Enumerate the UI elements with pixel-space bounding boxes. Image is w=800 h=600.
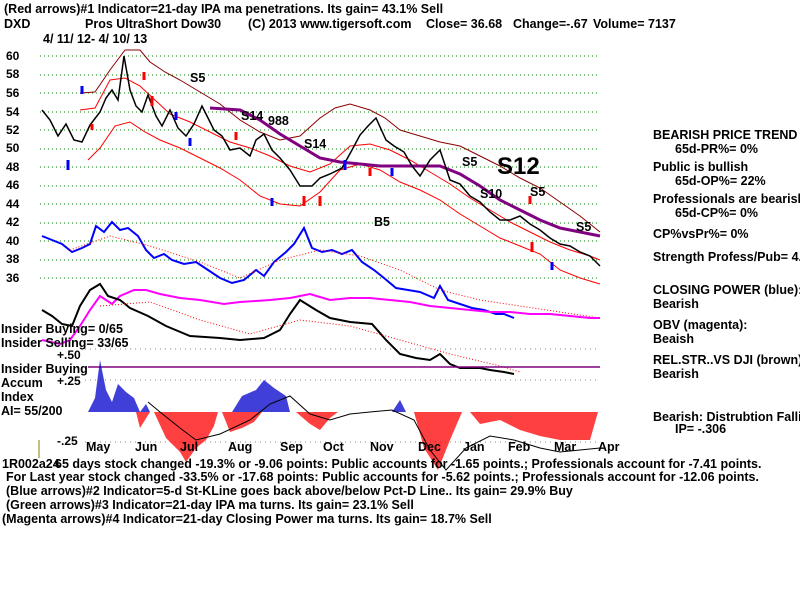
accum-tick-plus50: +.50 [57, 348, 81, 362]
accum-label: Accum [1, 376, 43, 390]
month-tick: Jul [180, 440, 199, 454]
ip-value: IP= -.306 [675, 422, 727, 436]
upper-band [79, 49, 601, 233]
security-name: Pros UltraShort Dow30 [85, 17, 222, 31]
index-label: Index [1, 390, 34, 404]
close-value: Close= 36.68 [426, 17, 503, 31]
month-tick: Apr [598, 440, 620, 454]
relstr-value: Bearish [653, 367, 699, 381]
relstr-label: REL.STR..VS DJI (brown) [653, 353, 800, 367]
y-tick: 38 [6, 252, 20, 266]
obv-line [41, 289, 600, 346]
price-bars [41, 55, 601, 267]
signal-b5: B5 [374, 215, 390, 229]
change-value: Change=-.67 [513, 17, 588, 31]
middle-band [79, 77, 601, 261]
ai-value: AI= 55/200 [1, 404, 63, 418]
indicator-1-title: (Red arrows)#1 Indicator=21-day IPA ma p… [4, 2, 444, 16]
footer-year-change: For Last year stock changed -33.5% or -1… [6, 470, 759, 484]
signal-s14: S14 [304, 137, 327, 151]
symbol: DXD [4, 17, 31, 31]
month-tick: Jan [463, 440, 485, 454]
footer-65day-change: 65 days stock changed -19.3% or -9.06 po… [55, 457, 762, 471]
month-tick: Dec [418, 440, 441, 454]
ma-21-line [209, 106, 601, 238]
footer-indicator-2: (Blue arrows)#2 Indicator=5-d St-KLine g… [6, 484, 573, 498]
signal-s12: S12 [497, 153, 540, 180]
accum-tick-minus25: -.25 [57, 434, 78, 448]
closing-power-line [41, 220, 515, 319]
y-tick: 36 [6, 271, 20, 285]
signal-s10: S10 [480, 187, 503, 201]
month-tick: May [86, 440, 111, 454]
price-trend: BEARISH PRICE TREND [653, 128, 798, 142]
insider-buying-count: Insider Buying= 0/65 [1, 322, 123, 336]
y-tick: 52 [6, 123, 20, 137]
closing-power-label: CLOSING POWER (blue): [653, 283, 800, 297]
signal-s5: S5 [576, 220, 592, 234]
insider-selling-count: Insider Selling= 33/65 [1, 336, 129, 350]
public-status: Public is bullish [653, 160, 749, 174]
y-tick: 56 [6, 86, 20, 100]
obv-value: Beaish [653, 332, 694, 346]
month-tick: Mar [554, 440, 577, 454]
y-tick: 42 [6, 215, 20, 229]
cp-vs-pr: CP%vsPr%= 0% [653, 227, 749, 241]
obv-label: OBV (magenta): [653, 318, 748, 332]
volume-value: Volume= 7137 [593, 17, 676, 31]
month-tick: Sep [280, 440, 303, 454]
footer-indicator-3: (Green arrows)#3 Indicator=21-day IPA ma… [6, 498, 414, 512]
cp-value: 65d-CP%= 0% [675, 206, 759, 220]
month-tick: Nov [370, 440, 394, 454]
accum-index-histogram [88, 360, 598, 470]
strength-ratio: Strength Profess/Pub= 4.5 [653, 250, 800, 264]
y-tick: 48 [6, 160, 20, 174]
signal-s14: S14 [241, 109, 264, 123]
signal-s5: S5 [530, 185, 546, 199]
y-tick: 50 [6, 141, 20, 155]
ip-label: Bearish: Distrubtion Falling [653, 410, 800, 424]
month-tick: Jun [135, 440, 158, 454]
pr-value: 65d-PR%= 0% [675, 142, 759, 156]
y-tick: 54 [6, 105, 20, 119]
copyright: (C) 2013 www.tigersoft.com [248, 17, 412, 31]
insider-buying-label: Insider Buying [1, 362, 88, 376]
signal-arrows [66, 72, 554, 270]
y-tick: 60 [6, 49, 20, 63]
accum-tick-plus25: +.25 [57, 374, 81, 388]
op-value: 65d-OP%= 22% [675, 174, 766, 188]
y-tick: 46 [6, 178, 20, 192]
y-tick: 40 [6, 234, 20, 248]
y-tick: 44 [6, 197, 20, 211]
professionals-status: Professionals are bearish [653, 192, 800, 206]
month-tick: Oct [323, 440, 344, 454]
signal-988: 988 [268, 114, 289, 128]
y-tick: 58 [6, 67, 20, 81]
lower-band [87, 121, 601, 285]
rel-str-line [41, 282, 515, 375]
footer-indicator-4: (Magenta arrows)#4 Indicator=21-day Clos… [2, 512, 492, 526]
date-range: 4/ 11/ 12- 4/ 10/ 13 [43, 32, 148, 46]
month-tick: Feb [508, 440, 531, 454]
signal-s5: S5 [462, 155, 478, 169]
month-tick: Aug [228, 440, 253, 454]
closing-power-value: Bearish [653, 297, 699, 311]
signal-s5: S5 [190, 71, 206, 85]
footer-prefix: 1R002a24 [2, 457, 60, 471]
